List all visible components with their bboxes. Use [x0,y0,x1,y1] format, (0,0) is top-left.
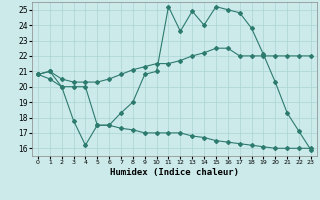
X-axis label: Humidex (Indice chaleur): Humidex (Indice chaleur) [110,168,239,177]
